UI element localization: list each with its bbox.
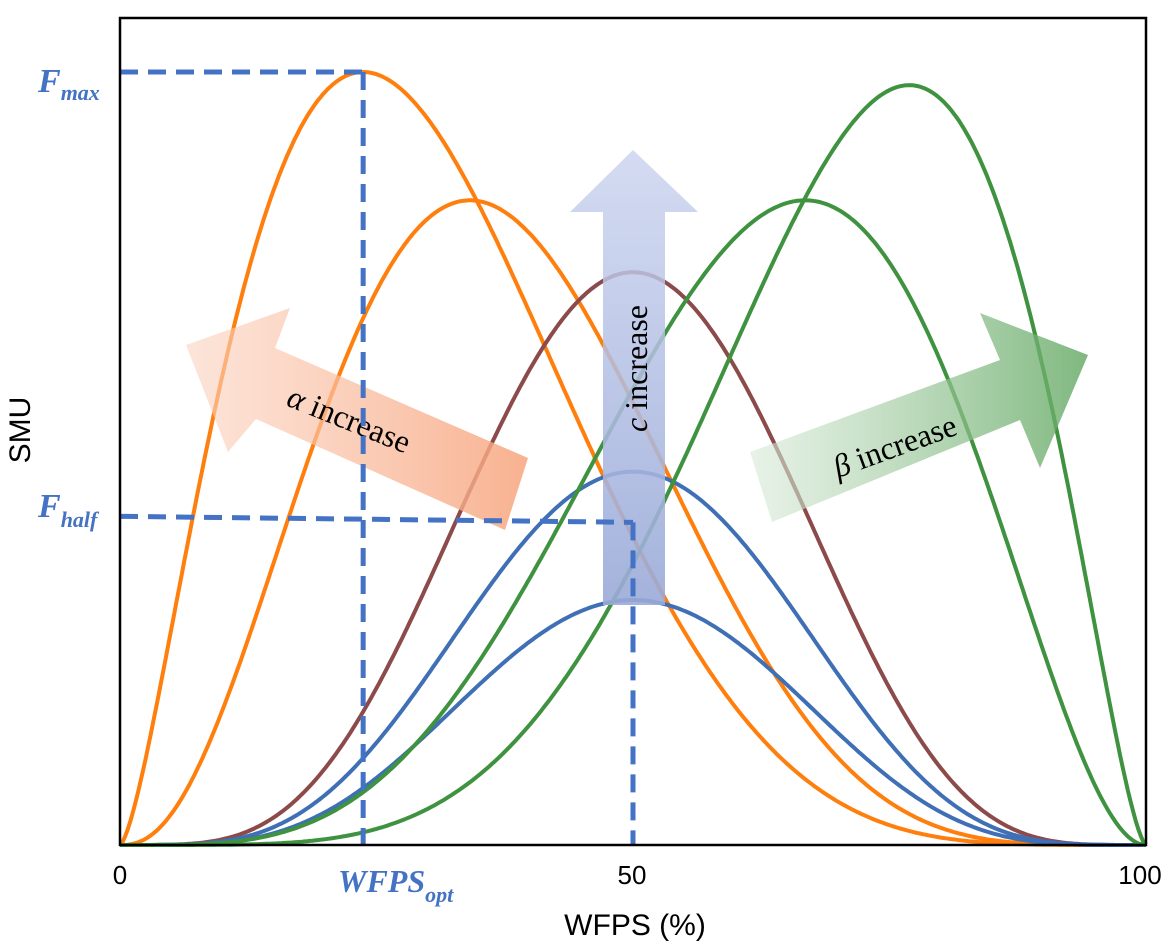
c-symbol: c (618, 418, 654, 432)
reference-lines (119, 69, 636, 845)
x-tick-0: 0 (113, 860, 127, 890)
c-increase-arrow: c increase (570, 150, 698, 605)
y-axis-label: SMU (4, 397, 37, 464)
f-max-label: Fmax (37, 63, 100, 105)
alpha-increase-arrow: α increase (186, 308, 528, 530)
beta-increase-arrow: β increase (750, 313, 1088, 522)
x-axis-label: WFPS (%) (564, 909, 706, 942)
svg-text:c increase: c increase (618, 305, 654, 432)
c-text: increase (618, 305, 654, 418)
wfps-opt-label: WFPSopt (338, 863, 454, 907)
f-half-label: Fhalf (37, 488, 100, 532)
x-tick-100: 100 (1118, 860, 1161, 890)
plot-frame (118, 16, 1148, 847)
f-half-dashed-line (119, 513, 634, 525)
x-tick-50: 50 (618, 860, 647, 890)
